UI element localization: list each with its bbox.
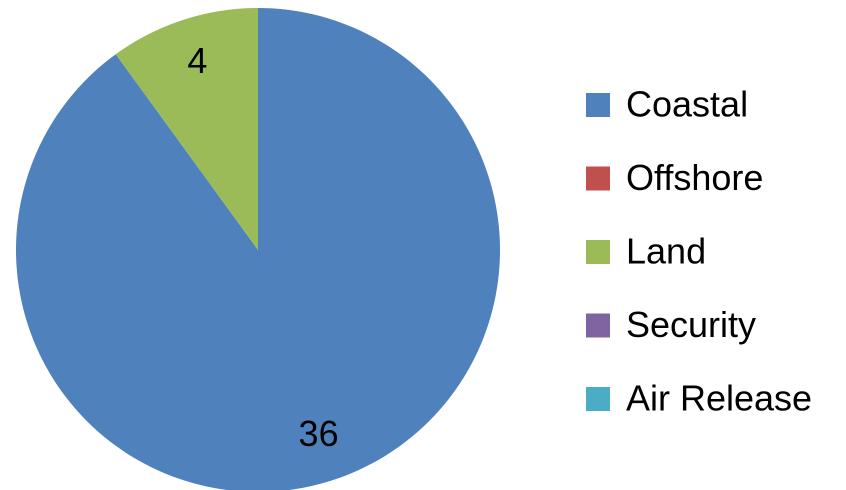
legend-swatch <box>586 313 610 338</box>
legend-swatch <box>586 387 610 411</box>
legend-label: Offshore <box>626 157 763 198</box>
data-label: 4 <box>187 40 207 81</box>
legend-swatch <box>586 93 610 117</box>
legend-label: Security <box>626 304 756 345</box>
pie-slice <box>115 8 258 250</box>
pie-slice <box>16 8 500 490</box>
legend-label: Air Release <box>626 378 812 419</box>
legend-label: Coastal <box>626 84 748 125</box>
legend-label: Land <box>626 231 706 272</box>
legend-swatch <box>586 166 610 191</box>
legend-swatch <box>586 240 610 264</box>
data-label: 36 <box>299 413 339 454</box>
